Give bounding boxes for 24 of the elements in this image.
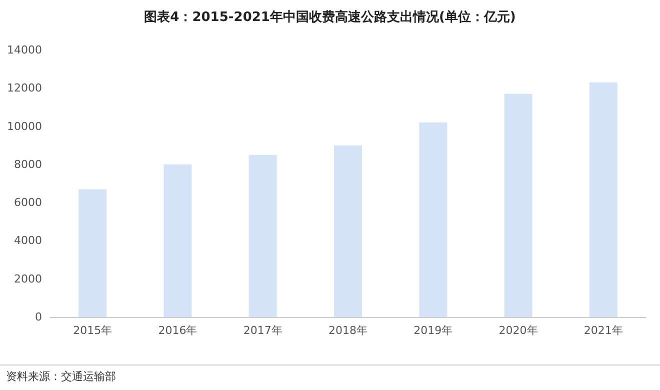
bar <box>504 94 532 317</box>
x-tick-label: 2019年 <box>414 324 453 337</box>
bar <box>589 82 618 317</box>
bar <box>78 189 107 317</box>
bar <box>419 122 448 317</box>
text: 资料来源：交通运输部 <box>6 370 116 383</box>
y-tick-label: 2000 <box>14 272 42 286</box>
y-tick-label: 14000 <box>7 44 42 56</box>
bar <box>248 154 277 317</box>
x-tick-label: 2016年 <box>158 324 198 337</box>
y-tick-label: 4000 <box>14 234 42 248</box>
y-tick-label: 12000 <box>7 82 42 95</box>
x-tick-label: 2018年 <box>328 324 368 337</box>
x-tick-label: 2017年 <box>243 324 282 337</box>
y-tick-label: 10000 <box>7 120 42 133</box>
y-tick-label: 0 <box>35 310 42 324</box>
bar <box>164 164 192 317</box>
chart-title: 图表4：2015-2021年中国收费高速公路支出情况(单位：亿元) <box>144 9 516 25</box>
y-tick-label: 6000 <box>14 196 42 210</box>
x-tick-label: 2021年 <box>584 324 623 337</box>
y-tick-label: 8000 <box>14 158 42 171</box>
bar <box>334 145 362 317</box>
x-tick-label: 2020年 <box>498 324 538 337</box>
x-tick-label: 2015年 <box>73 324 112 337</box>
